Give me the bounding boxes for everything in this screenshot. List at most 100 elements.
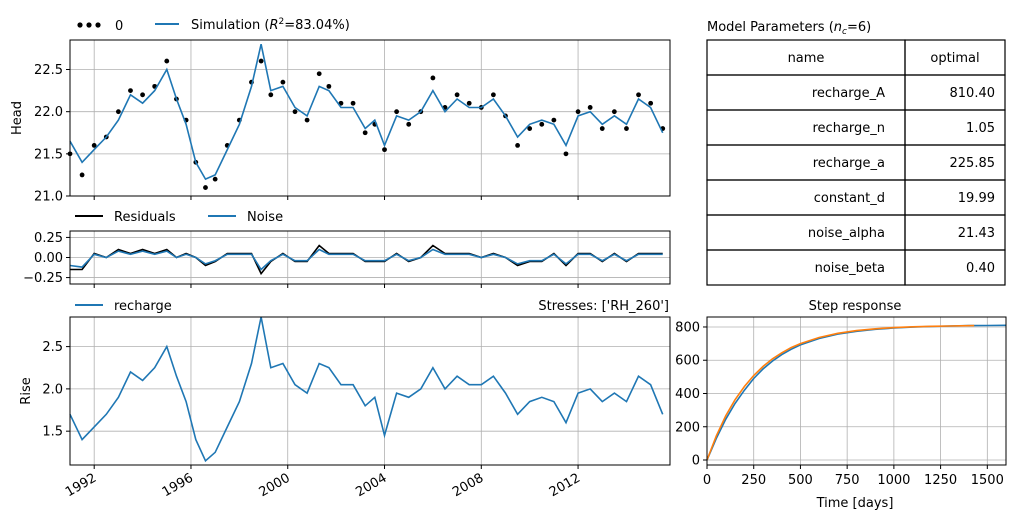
head-axes-frame (69, 39, 671, 197)
recharge-grid (70, 317, 670, 465)
x-tick-label: 1500 (971, 473, 1004, 488)
head-grid (70, 40, 670, 197)
observed-point (394, 109, 400, 115)
observed-point (599, 126, 605, 131)
recharge-y-label: Rise (19, 377, 34, 404)
head-legend: 0 Simulation (R2=83.04%) (77, 17, 350, 34)
step-axes-frame (706, 316, 1007, 466)
x-tick-label: 750 (835, 473, 860, 488)
y-tick-label: 2.0 (42, 382, 63, 397)
table-param-name: recharge_A (812, 86, 885, 101)
observed-point (382, 147, 387, 153)
observed-point (316, 71, 322, 77)
legend-recharge-label: recharge (114, 299, 172, 314)
y-tick-label: −0.25 (23, 271, 63, 286)
x-tick-label: 2000 (257, 471, 293, 501)
observed-point (551, 117, 557, 123)
legend-observed-dot (86, 22, 92, 28)
table-param-value: 225.85 (950, 156, 996, 171)
observed-point (587, 105, 593, 110)
y-tick-label: 400 (675, 387, 700, 402)
residuals-x-tick-marks (93, 284, 579, 288)
y-tick-label: 22.0 (34, 105, 63, 120)
x-tick-label: 250 (741, 473, 766, 488)
x-tick-label: 1992 (63, 471, 99, 501)
observed-point (563, 151, 569, 157)
observed-point (648, 100, 654, 106)
residuals-legend: Residuals Noise (75, 210, 283, 225)
step-y-ticks: 0 200 400 600 800 (675, 320, 707, 469)
head-y-ticks: 21.0 21.5 22.0 22.5 (34, 63, 70, 205)
y-tick-label: 21.0 (34, 190, 63, 205)
recharge-panel: 1.5 2.0 2.5 1992 1996 2000 2004 2008 2012 Rise (19, 316, 671, 500)
y-tick-label: 21.5 (34, 147, 63, 162)
table-param-value: 810.40 (950, 86, 996, 101)
table-param-name: noise_beta (815, 261, 885, 276)
observed-point (466, 100, 472, 106)
recharge-axes-frame (69, 316, 671, 466)
series-line-noise (69, 248, 663, 271)
x-tick-label: 1996 (160, 471, 196, 501)
recharge-y-ticks: 1.5 2.0 2.5 (42, 340, 70, 440)
series-line-simulation (69, 44, 664, 181)
observed-point (115, 109, 121, 115)
observed-point (611, 109, 617, 115)
x-tick-label: 1250 (924, 473, 957, 488)
legend-noise-label: Noise (247, 210, 283, 225)
table-header-name: name (788, 51, 825, 66)
series-line-residuals (70, 244, 663, 276)
params-table: name optimal recharge_A 810.40 recharge_n 1.0… (706, 39, 1006, 286)
observed-point (79, 172, 85, 178)
x-tick-label: 2012 (547, 471, 583, 501)
residuals-grid (70, 231, 670, 284)
legend-simulation-label: Simulation (R2=83.04%) (191, 17, 350, 33)
head-y-label: Head (10, 101, 25, 135)
observed-point (515, 143, 520, 148)
y-tick-label: 1.5 (42, 425, 63, 440)
recharge-stresses-title: Stresses: ['RH_260'] (538, 299, 669, 314)
y-tick-label: 0.00 (34, 251, 63, 266)
y-tick-label: 200 (675, 420, 700, 435)
residuals-y-ticks: 0.25 0.00 −0.25 (23, 231, 70, 286)
table-param-name: noise_alpha (808, 226, 885, 241)
observed-point (91, 143, 97, 148)
step-series (706, 324, 1007, 461)
table-param-name: recharge_n (812, 121, 885, 136)
observed-point (203, 185, 208, 190)
step-response-title: Step response (809, 299, 902, 314)
legend-observed-dot (95, 22, 101, 28)
recharge-x-ticks: 1992 1996 2000 2004 2008 2012 (63, 465, 583, 500)
table-param-value: 1.05 (966, 121, 995, 136)
step-x-ticks: 0 250 500 750 1000 1250 1500 (703, 465, 1004, 488)
x-tick-label: 0 (703, 473, 711, 488)
observed-point (292, 109, 298, 115)
table-param-name: recharge_a (813, 156, 885, 171)
observed-point (268, 92, 274, 98)
residuals-panel: 0.25 0.00 −0.25 (23, 230, 671, 288)
observed-point (539, 121, 545, 127)
recharge-series (69, 316, 664, 463)
observed-point (575, 109, 581, 115)
step-x-label: Time [days] (816, 496, 894, 511)
table-cell (904, 249, 1006, 286)
x-tick-label: 2008 (450, 471, 486, 501)
recharge-legend: recharge (75, 299, 172, 314)
observed-point (128, 88, 133, 93)
y-tick-label: 2.5 (42, 340, 63, 355)
residuals-series (69, 244, 663, 276)
observed-point (430, 75, 436, 81)
head-x-tick-marks (93, 196, 579, 200)
observed-point (164, 58, 170, 64)
table-param-name: constant_d (814, 191, 885, 206)
y-tick-label: 0.25 (34, 231, 63, 246)
observed-point (258, 58, 264, 64)
observed-point (304, 117, 310, 123)
legend-residuals-label: Residuals (114, 210, 176, 225)
x-tick-label: 1000 (877, 473, 910, 488)
table-param-value: 19.99 (958, 191, 995, 206)
table-param-value: 0.40 (966, 261, 995, 276)
observed-point (140, 92, 145, 98)
observed-point (527, 126, 533, 131)
y-tick-label: 0 (692, 454, 700, 469)
series-line-recharge (69, 316, 664, 463)
